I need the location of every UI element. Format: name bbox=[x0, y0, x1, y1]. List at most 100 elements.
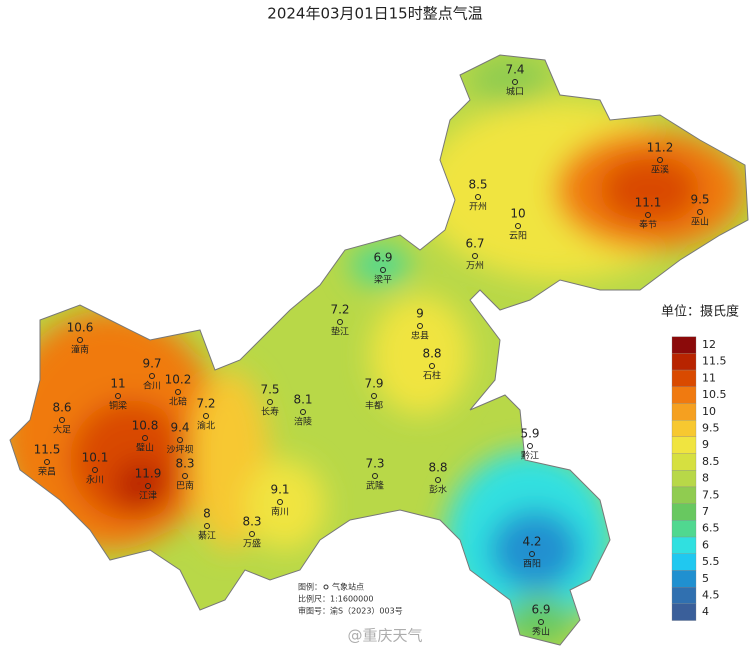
legend-level: 7.5 bbox=[702, 488, 720, 501]
station-name: 忠县 bbox=[411, 331, 429, 342]
station-value: 11.9 bbox=[135, 467, 162, 481]
approval: 审图号：渝S（2023）003号 bbox=[298, 606, 403, 616]
station-name: 綦江 bbox=[198, 530, 216, 542]
station-name: 合川 bbox=[143, 380, 161, 392]
station-dot bbox=[77, 337, 83, 343]
legend-swatch bbox=[671, 436, 697, 454]
station-value: 7.5 bbox=[260, 383, 279, 397]
legend-swatch bbox=[671, 336, 697, 354]
station-name: 沙坪坝 bbox=[166, 445, 193, 456]
station-value: 9 bbox=[416, 307, 424, 321]
station-dot bbox=[435, 477, 441, 483]
station-name: 垫江 bbox=[331, 326, 349, 338]
legend-swatch bbox=[671, 503, 697, 521]
station-value: 8.8 bbox=[428, 461, 447, 475]
station-dot bbox=[177, 437, 183, 443]
station-name: 开州 bbox=[469, 202, 487, 213]
station-value: 8.3 bbox=[242, 515, 261, 529]
station-value: 7.4 bbox=[505, 63, 524, 77]
station-value: 11.1 bbox=[635, 196, 662, 210]
legend-label: 图例： bbox=[298, 582, 322, 592]
station-name: 石柱 bbox=[423, 370, 441, 382]
legend-level: 8 bbox=[702, 472, 709, 485]
station-value: 10.1 bbox=[82, 451, 109, 465]
station-value: 8.6 bbox=[52, 401, 71, 415]
station-dot bbox=[182, 473, 188, 479]
watermark: @重庆天气 bbox=[347, 627, 422, 645]
station-value: 4.2 bbox=[522, 535, 541, 549]
station-dot bbox=[249, 531, 255, 537]
station-dot bbox=[204, 523, 210, 529]
legend-level: 5 bbox=[702, 572, 709, 585]
legend-swatch bbox=[671, 553, 697, 571]
legend-level: 12 bbox=[702, 338, 716, 351]
legend-level: 8.5 bbox=[702, 455, 720, 468]
station-dot bbox=[380, 267, 386, 273]
legend-swatch bbox=[671, 419, 697, 437]
temperature-field bbox=[10, 55, 748, 645]
station-value: 6.9 bbox=[531, 603, 550, 617]
station-name: 璧山 bbox=[136, 442, 154, 454]
legend-swatch bbox=[671, 470, 697, 488]
station-value: 10 bbox=[510, 207, 525, 221]
station-name: 大足 bbox=[53, 424, 71, 436]
station-dot bbox=[697, 209, 703, 215]
station-value: 11.5 bbox=[34, 443, 61, 457]
station-dot bbox=[512, 79, 518, 85]
station-name: 铜梁 bbox=[109, 400, 127, 412]
station-dot bbox=[300, 409, 306, 415]
legend-swatch bbox=[671, 486, 697, 504]
station-value: 8 bbox=[203, 507, 211, 521]
station-value: 7.3 bbox=[365, 457, 384, 471]
station-dot bbox=[371, 393, 377, 399]
legend-level: 10.5 bbox=[702, 388, 727, 401]
station-value: 10.6 bbox=[67, 321, 94, 335]
legend-level: 6.5 bbox=[702, 522, 720, 535]
station-value: 9.5 bbox=[690, 193, 709, 207]
legend-level: 9.5 bbox=[702, 422, 720, 435]
station-dot bbox=[175, 389, 181, 395]
station-dot bbox=[115, 393, 121, 399]
station-dot bbox=[59, 417, 65, 423]
station-dot bbox=[515, 223, 521, 229]
station-dot bbox=[142, 435, 148, 441]
station-dot bbox=[529, 551, 535, 557]
station-dot bbox=[203, 413, 209, 419]
station-dot bbox=[145, 483, 151, 489]
station-value: 7.2 bbox=[330, 303, 349, 317]
station-dot bbox=[372, 473, 378, 479]
legend-swatch bbox=[671, 587, 697, 605]
station-dot bbox=[475, 194, 481, 200]
station-name: 丰都 bbox=[365, 400, 383, 412]
legend-level: 4.5 bbox=[702, 589, 720, 602]
station-value: 6.9 bbox=[373, 251, 392, 265]
legend-swatch bbox=[671, 369, 697, 387]
station-dot bbox=[657, 157, 663, 163]
station-value: 9.7 bbox=[142, 357, 161, 371]
station-name: 云阳 bbox=[509, 231, 527, 242]
legend-swatch bbox=[671, 570, 697, 588]
station-name: 渝北 bbox=[197, 420, 215, 432]
stations: 7.4 城口 11.2 巫溪 8.5 开州 10 云阳 11.1 奉节 9.5 巫山 6.7 万州 6.9 梁… bbox=[34, 63, 710, 638]
station-value: 8.8 bbox=[422, 347, 441, 361]
station-name: 酉阳 bbox=[523, 559, 541, 570]
station-dot bbox=[44, 459, 50, 465]
legend-title: 单位：摄氏度 bbox=[661, 304, 739, 320]
station-name: 万州 bbox=[466, 261, 484, 272]
station-value: 9.4 bbox=[170, 421, 189, 435]
station-name: 巴南 bbox=[176, 480, 194, 492]
station-name: 梁平 bbox=[374, 274, 392, 286]
station-value: 9.1 bbox=[270, 483, 289, 497]
station-dot bbox=[538, 619, 544, 625]
station-name: 万盛 bbox=[243, 538, 261, 550]
station-dot bbox=[149, 373, 155, 379]
station-dot bbox=[277, 499, 283, 505]
station-value: 8.3 bbox=[175, 457, 194, 471]
station-value: 10.2 bbox=[165, 373, 192, 387]
station-name: 黔江 bbox=[521, 450, 539, 462]
legend-swatch bbox=[671, 353, 697, 371]
station-dot bbox=[417, 323, 423, 329]
station-dot bbox=[267, 399, 273, 405]
legend-level: 6 bbox=[702, 538, 709, 551]
station-name: 潼南 bbox=[71, 344, 89, 356]
